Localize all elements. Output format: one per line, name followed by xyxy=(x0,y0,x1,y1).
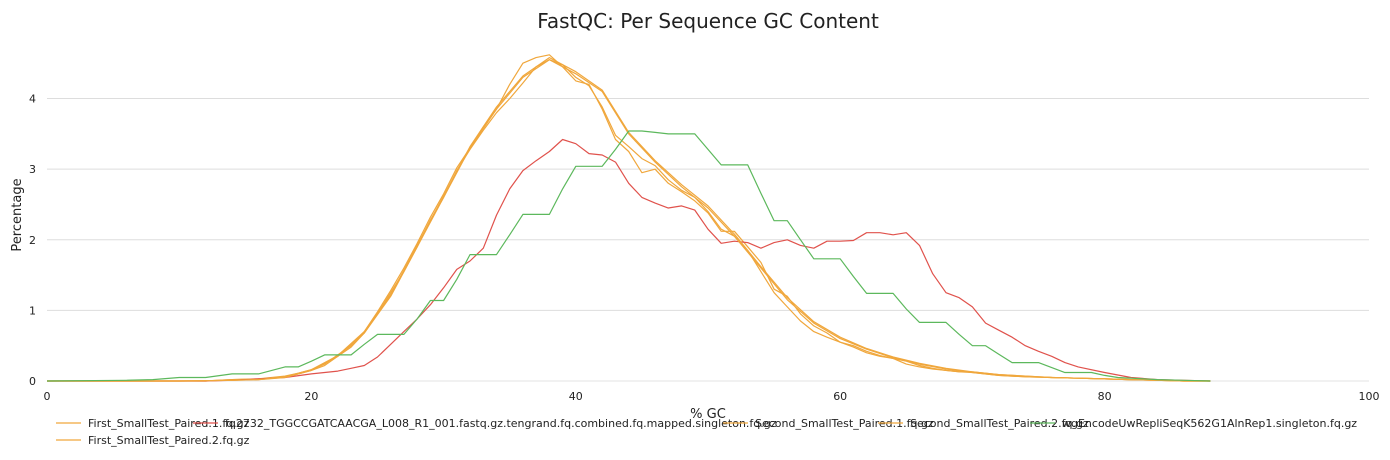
y-tick-label: 3 xyxy=(29,163,36,176)
series-line-5 xyxy=(47,56,1211,382)
legend-label: Second_SmallTest_Paired.1.fq.gz xyxy=(755,417,934,430)
legend-label: Second_SmallTest_Paired.2.fq.gz xyxy=(910,417,1089,430)
legend: First_SmallTest_Paired.1.fq.gzfq2732_TGG… xyxy=(56,417,1357,447)
series-line-2 xyxy=(47,54,1211,382)
chart-title: FastQC: Per Sequence GC Content xyxy=(537,9,879,33)
legend-label: First_SmallTest_Paired.2.fq.gz xyxy=(88,434,250,447)
x-tick-label: 60 xyxy=(833,390,847,403)
x-tick-label: 80 xyxy=(1098,390,1112,403)
legend-label: wgEncodeUwRepliSeqK562G1AlnRep1.singleto… xyxy=(1062,417,1357,430)
y-axis-label: Percentage xyxy=(10,178,25,251)
series-line-1 xyxy=(47,59,1211,382)
y-tick-label: 0 xyxy=(29,375,36,388)
series-line-4 xyxy=(47,59,1211,382)
series-layer xyxy=(46,54,1211,382)
series-line-3 xyxy=(47,138,1211,382)
x-tick-label: 40 xyxy=(569,390,583,403)
y-tick-label: 1 xyxy=(29,304,36,317)
x-tick-label: 20 xyxy=(304,390,318,403)
legend-label: First_SmallTest_Paired.1.fq.gz xyxy=(88,417,250,430)
legend-label: fq2732_TGGCCGATCAACGA_L008_R1_001.fastq.… xyxy=(225,417,777,430)
series-line-6 xyxy=(46,130,1211,382)
x-tick-label: 0 xyxy=(44,390,51,403)
x-tick-label: 100 xyxy=(1359,390,1380,403)
y-tick-label: 4 xyxy=(29,93,36,106)
gridlines xyxy=(47,98,1369,382)
y-tick-label: 2 xyxy=(29,234,36,247)
x-axis-label: % GC xyxy=(690,407,726,422)
